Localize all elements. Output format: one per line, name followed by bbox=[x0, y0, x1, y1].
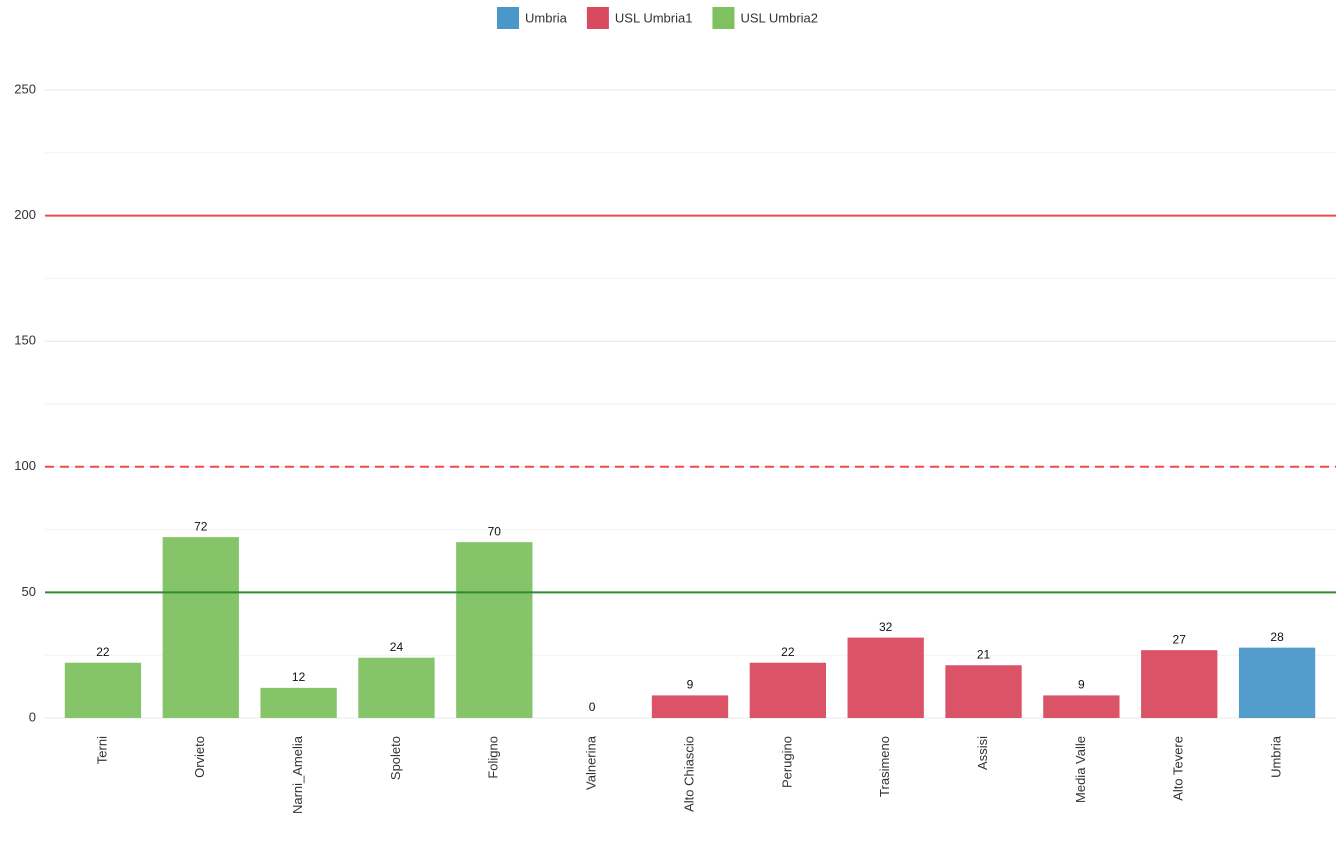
x-tick-label: Terni bbox=[94, 736, 109, 764]
bar bbox=[456, 542, 533, 718]
bar bbox=[358, 657, 435, 718]
x-tick-label: Media Valle bbox=[1073, 736, 1088, 803]
value-label: 21 bbox=[977, 647, 991, 661]
x-tick-label: Alto Tevere bbox=[1171, 736, 1186, 801]
x-tick-label: Alto Chiascio bbox=[681, 736, 696, 812]
legend-label: USL Umbria1 bbox=[615, 10, 693, 25]
value-label: 70 bbox=[488, 524, 502, 538]
y-tick-label: 0 bbox=[29, 709, 36, 724]
x-tick-label: Orvieto bbox=[192, 736, 207, 778]
legend-swatch bbox=[497, 7, 519, 29]
bar bbox=[945, 665, 1022, 718]
bar bbox=[651, 695, 729, 718]
y-tick-label: 200 bbox=[14, 207, 36, 222]
y-tick-label: 50 bbox=[22, 584, 36, 599]
x-tick-label: Perugino bbox=[779, 736, 794, 788]
value-label: 32 bbox=[879, 620, 893, 634]
x-tick-label: Valnerina bbox=[584, 735, 599, 790]
value-label: 27 bbox=[1173, 632, 1187, 646]
value-label: 28 bbox=[1270, 630, 1284, 644]
bar bbox=[162, 537, 239, 718]
legend-swatch bbox=[712, 7, 735, 29]
value-label: 24 bbox=[390, 640, 404, 654]
bar bbox=[1043, 695, 1120, 718]
y-tick-label: 150 bbox=[14, 333, 36, 348]
legend-swatch bbox=[586, 7, 609, 29]
y-tick-label: 250 bbox=[14, 81, 36, 96]
bar bbox=[1141, 650, 1218, 718]
value-label: 72 bbox=[194, 519, 208, 533]
bar bbox=[749, 662, 827, 718]
value-label: 9 bbox=[687, 678, 694, 692]
x-tick-label: Narni_Amelia bbox=[290, 735, 305, 814]
bar bbox=[847, 637, 924, 718]
bar bbox=[64, 662, 142, 718]
value-label: 22 bbox=[96, 645, 110, 659]
x-tick-label: Umbria bbox=[1269, 735, 1284, 778]
bar bbox=[260, 687, 337, 718]
value-label: 22 bbox=[781, 645, 795, 659]
y-tick-label: 100 bbox=[14, 458, 36, 473]
bar bbox=[1238, 647, 1316, 718]
value-label: 12 bbox=[292, 670, 306, 684]
legend-label: USL Umbria2 bbox=[740, 10, 818, 25]
legend-label: Umbria bbox=[525, 10, 568, 25]
x-tick-label: Trasimeno bbox=[877, 736, 892, 797]
x-tick-label: Assisi bbox=[975, 736, 990, 770]
value-label: 9 bbox=[1078, 678, 1085, 692]
x-tick-label: Spoleto bbox=[388, 736, 403, 780]
value-label: 0 bbox=[589, 700, 596, 714]
x-tick-label: Foligno bbox=[486, 736, 501, 779]
